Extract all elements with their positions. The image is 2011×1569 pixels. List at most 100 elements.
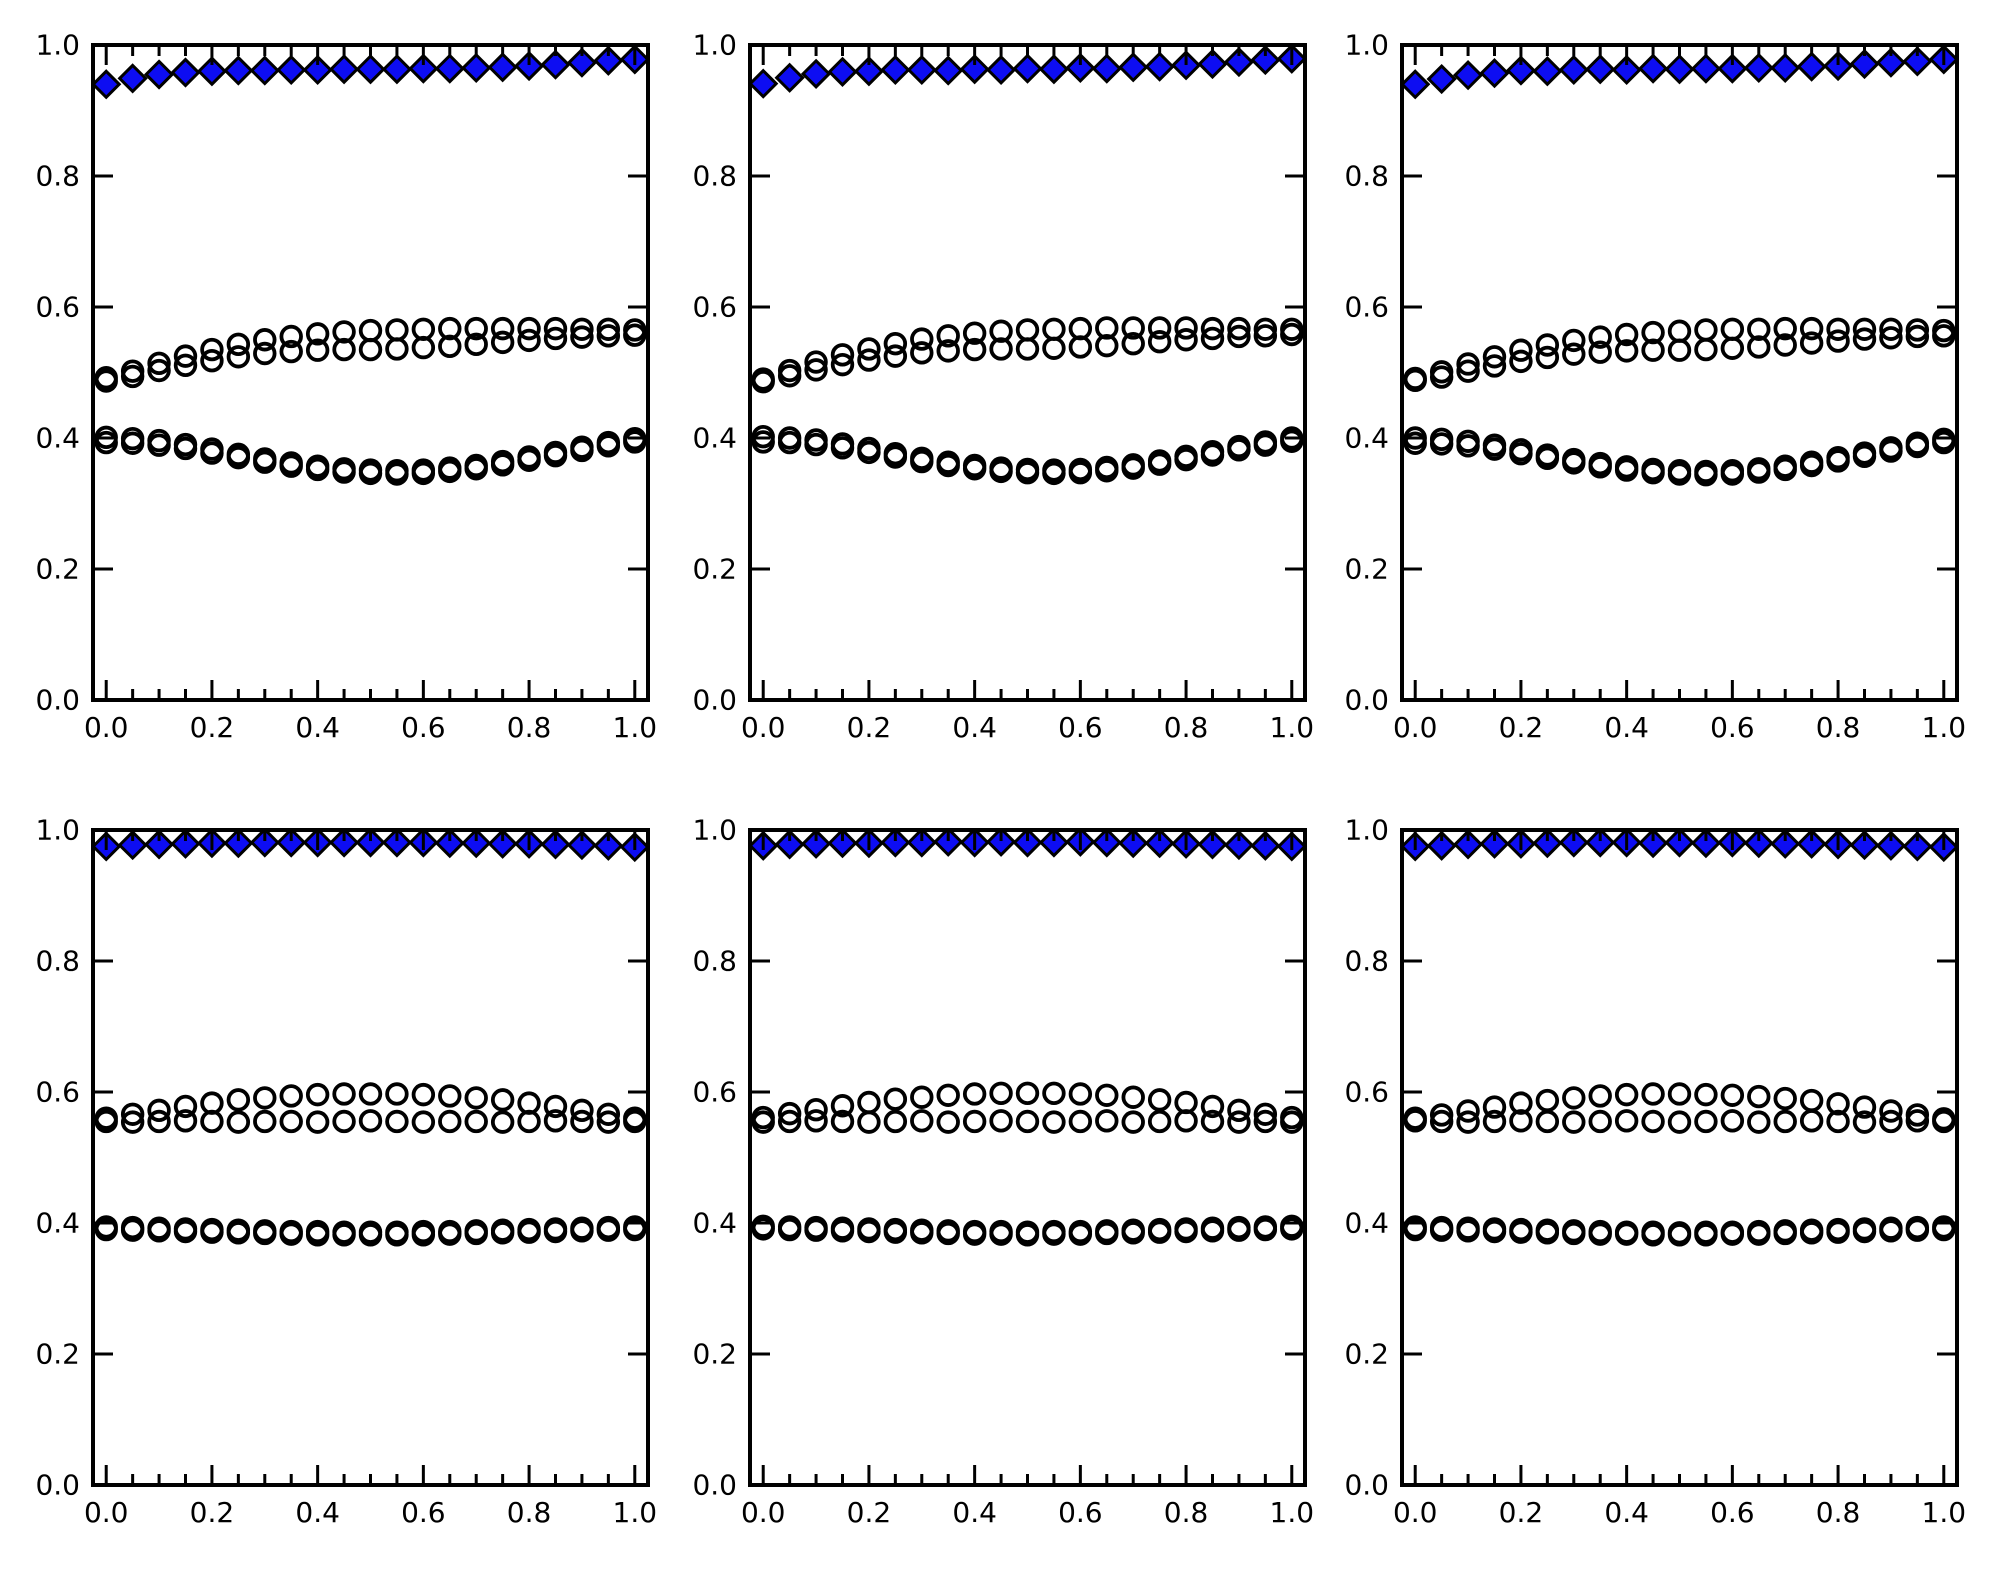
open-circle-marker <box>1799 316 1824 341</box>
diamond-marker <box>1223 46 1255 78</box>
series-open-circle-lower-b <box>751 429 1304 486</box>
open-circle-marker <box>279 454 303 478</box>
open-circle-marker <box>1042 1222 1066 1246</box>
open-circle-marker <box>1227 324 1251 349</box>
open-circle-marker <box>1826 329 1850 353</box>
diamond-marker <box>117 830 148 861</box>
open-circle-marker <box>623 1217 647 1242</box>
open-circle-marker <box>1905 1218 1930 1242</box>
open-circle-marker <box>543 1094 568 1119</box>
open-circle-marker <box>1747 335 1771 359</box>
open-circle-marker <box>1614 322 1639 347</box>
open-circle-marker <box>1773 457 1797 482</box>
open-circle-marker <box>1799 1221 1824 1245</box>
subplot-top-left: 0.0 0.2 0.4 0.6 0.8 1.0 0.0 0.2 0.4 0.6 0.8 1.0 <box>35 29 657 744</box>
open-circle-marker <box>94 1217 118 1242</box>
y-tick-label: 0.6 <box>1344 1076 1389 1109</box>
open-circle-marker <box>1227 316 1251 341</box>
open-circle-marker <box>623 323 647 347</box>
series-open-circle-lower-b <box>751 1217 1304 1247</box>
open-circle-marker <box>253 328 277 352</box>
open-circle-marker <box>1042 461 1066 486</box>
open-circle-marker <box>1879 1219 1903 1243</box>
open-circle-marker <box>1773 316 1797 341</box>
diamond-marker <box>1558 54 1589 86</box>
diamond-marker <box>1118 830 1149 859</box>
open-circle-marker <box>94 1109 118 1134</box>
open-circle-marker <box>1482 345 1507 369</box>
y-tick-label: 0.2 <box>35 1338 80 1371</box>
open-circle-marker <box>1694 1109 1718 1134</box>
open-circle-marker <box>1121 1110 1145 1134</box>
open-circle-marker <box>543 1219 568 1244</box>
open-circle-marker <box>1852 1095 1877 1119</box>
diamond-marker <box>276 830 307 858</box>
open-circle-marker <box>1879 1109 1903 1134</box>
diamond-marker <box>1038 830 1070 858</box>
diamond-marker <box>1197 48 1228 80</box>
open-circle-marker <box>1121 331 1145 356</box>
diamond-marker <box>1144 830 1175 859</box>
axes-frame <box>1400 828 1959 1487</box>
open-circle-marker <box>173 1109 198 1133</box>
open-circle-marker <box>883 445 908 469</box>
y-tick-label: 0.0 <box>35 684 80 717</box>
open-circle-marker <box>279 1222 303 1246</box>
open-circle-marker <box>147 1109 171 1134</box>
open-circle-marker <box>1147 330 1172 354</box>
open-circle-marker <box>1456 352 1480 376</box>
open-circle-marker <box>490 316 515 341</box>
axes-frame <box>91 43 650 702</box>
y-tick-label: 0.4 <box>35 422 80 455</box>
open-circle-marker <box>438 334 462 359</box>
series-filled-diamond <box>750 830 1305 862</box>
diamond-marker <box>249 830 280 858</box>
open-circle-marker <box>385 462 409 486</box>
open-circle-marker <box>596 1218 621 1242</box>
x-tick-label: 0.4 <box>295 711 340 744</box>
y-tick-label: 0.4 <box>692 422 737 455</box>
open-circle-marker <box>570 1098 594 1123</box>
open-circle-marker <box>989 1081 1013 1106</box>
x-tick-label: 0.4 <box>952 1496 997 1529</box>
diamond-marker <box>381 830 413 858</box>
open-circle-marker <box>1905 1109 1930 1133</box>
x-tick-label: 1.0 <box>1922 711 1967 744</box>
diamond-marker <box>1875 830 1907 861</box>
axes-background <box>750 45 1305 700</box>
open-circle-marker <box>1121 1221 1145 1245</box>
open-circle-marker <box>411 1223 436 1247</box>
x-tick-label: 0.8 <box>507 711 552 744</box>
y-tick-label: 0.8 <box>35 160 80 193</box>
y-tick-label: 0.2 <box>692 1338 737 1371</box>
x-tick-label: 0.8 <box>1816 711 1861 744</box>
diamond-marker <box>1743 52 1774 84</box>
open-circle-marker <box>857 1110 881 1134</box>
diamond-marker <box>223 55 254 86</box>
y-tick-label: 1.0 <box>35 814 80 847</box>
series-filled-diamond <box>1402 45 1957 100</box>
open-circle-marker <box>1932 324 1956 348</box>
open-circle-marker <box>358 1109 383 1133</box>
open-circle-marker <box>253 341 277 366</box>
open-circle-marker <box>332 460 356 484</box>
open-circle-marker <box>305 1110 330 1134</box>
y-tick-label: 0.8 <box>1344 945 1389 978</box>
open-circle-marker <box>1588 340 1612 364</box>
open-circle-marker <box>804 1218 828 1242</box>
series-open-circle-upper-b <box>1403 1109 1956 1134</box>
diamond-marker <box>1902 831 1933 862</box>
diamond-marker <box>800 830 832 859</box>
diamond-marker <box>461 830 492 859</box>
open-circle-marker <box>910 449 934 474</box>
y-tick-label: 0.4 <box>1344 1207 1389 1240</box>
y-tick-label: 0.6 <box>1344 291 1389 324</box>
open-circle-marker <box>1879 326 1903 350</box>
diamond-marker <box>170 830 201 859</box>
open-circle-marker <box>120 1218 145 1242</box>
diamond-marker <box>985 54 1017 86</box>
series-open-circle-upper-b <box>94 1109 647 1134</box>
diamond-marker <box>1402 69 1431 100</box>
